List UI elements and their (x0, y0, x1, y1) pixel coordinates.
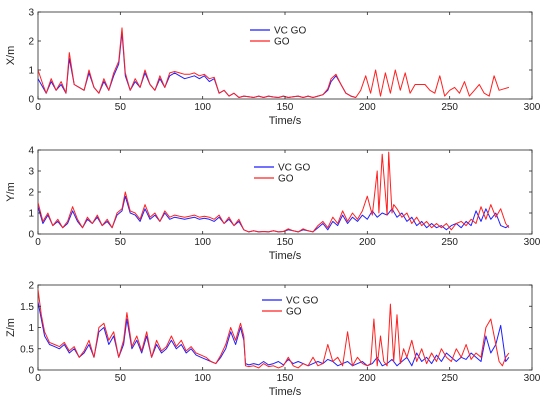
x-tick-label: 300 (524, 102, 541, 113)
legend-label: GO (274, 37, 290, 48)
y-tick-label: 2 (28, 188, 34, 199)
x-tick-label: 150 (277, 102, 294, 113)
y-axis-label: Z/m (5, 318, 17, 337)
x-axis-label: Time/s (269, 250, 302, 262)
x-tick-label: 200 (359, 237, 376, 248)
x-axis-label: Time/s (269, 115, 302, 127)
x-tick-label: 100 (194, 373, 211, 384)
series-line-go (38, 289, 510, 369)
x-tick-label: 250 (441, 102, 458, 113)
series-line-vc-go (38, 301, 510, 367)
x-tick-label: 150 (277, 373, 294, 384)
y-tick-label: 3 (28, 167, 34, 178)
y-tick-label: 4 (28, 146, 34, 157)
legend-label: GO (278, 174, 294, 185)
series-line-go (38, 27, 510, 98)
y-tick-label: 1 (28, 66, 34, 77)
x-tick-label: 50 (115, 373, 127, 384)
legend-label: VC GO (286, 296, 318, 307)
legend-label: VC GO (274, 26, 306, 37)
x-tick-label: 250 (441, 373, 458, 384)
y-tick-label: 3 (28, 8, 34, 19)
legend-label: VC GO (278, 163, 310, 174)
y-tick-label: 0.5 (20, 344, 34, 355)
y-axis-label: X/m (5, 46, 17, 66)
y-tick-label: 2 (28, 37, 34, 48)
y-tick-label: 0 (28, 230, 34, 241)
series-line-vc-go (38, 31, 356, 98)
y-tick-label: 2 (28, 281, 34, 292)
x-tick-label: 150 (277, 237, 294, 248)
x-tick-label: 300 (524, 373, 541, 384)
x-tick-label: 200 (359, 373, 376, 384)
x-tick-label: 50 (115, 237, 127, 248)
x-axis-label: Time/s (269, 386, 302, 398)
legend-label: GO (286, 307, 302, 318)
plot-area-frame (37, 284, 533, 371)
series-line-vc-go (38, 195, 510, 233)
y-tick-label: 1 (28, 209, 34, 220)
x-tick-label: 0 (35, 237, 41, 248)
x-tick-label: 100 (194, 237, 211, 248)
x-tick-label: 0 (35, 102, 41, 113)
y-tick-label: 0 (28, 366, 34, 377)
chart-panel-3: 0 50 100 150 200 250 300 0 0.5 1 1.5 2 Time/s Z/m VC G… (5, 281, 541, 399)
y-tick-label: 1.5 (20, 302, 34, 313)
y-tick-label: 1 (28, 323, 34, 334)
y-axis-label: Y/m (5, 182, 17, 202)
series-line-go (38, 151, 510, 233)
x-tick-label: 0 (35, 373, 41, 384)
y-tick-label: 0 (28, 95, 34, 106)
x-tick-label: 300 (524, 237, 541, 248)
x-tick-label: 100 (194, 102, 211, 113)
x-tick-label: 50 (115, 102, 127, 113)
x-tick-label: 200 (359, 102, 376, 113)
x-tick-label: 250 (441, 237, 458, 248)
